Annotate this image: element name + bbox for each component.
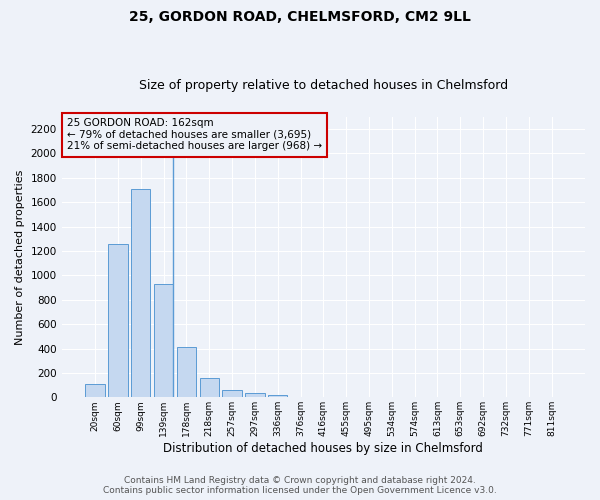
X-axis label: Distribution of detached houses by size in Chelmsford: Distribution of detached houses by size … [163,442,483,455]
Text: 25 GORDON ROAD: 162sqm
← 79% of detached houses are smaller (3,695)
21% of semi-: 25 GORDON ROAD: 162sqm ← 79% of detached… [67,118,322,152]
Text: Contains HM Land Registry data © Crown copyright and database right 2024.
Contai: Contains HM Land Registry data © Crown c… [103,476,497,495]
Bar [131,188,151,398]
Bar [200,378,219,398]
Bar [223,390,242,398]
Bar [85,384,105,398]
Title: Size of property relative to detached houses in Chelmsford: Size of property relative to detached ho… [139,79,508,92]
Bar [268,395,287,398]
Y-axis label: Number of detached properties: Number of detached properties [15,170,25,344]
Text: 25, GORDON ROAD, CHELMSFORD, CM2 9LL: 25, GORDON ROAD, CHELMSFORD, CM2 9LL [129,10,471,24]
Bar [154,284,173,398]
Bar [177,348,196,398]
Bar [245,393,265,398]
Bar [108,244,128,398]
